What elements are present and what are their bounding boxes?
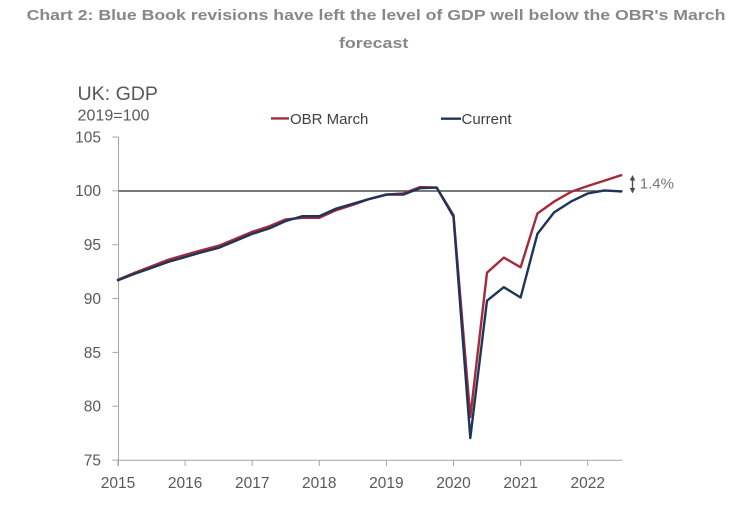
svg-text:2016: 2016 [168,475,202,492]
svg-text:100: 100 [75,183,101,200]
svg-text:Chart 2: Blue Book revisions h: Chart 2: Blue Book revisions have left t… [27,8,726,24]
svg-text:2022: 2022 [570,475,604,492]
svg-text:2015: 2015 [101,475,135,492]
svg-text:OBR March: OBR March [290,111,368,128]
svg-text:2019: 2019 [369,475,403,492]
svg-text:2017: 2017 [235,475,269,492]
svg-text:85: 85 [84,345,101,362]
svg-text:95: 95 [84,237,101,254]
svg-text:1.4%: 1.4% [640,175,674,192]
svg-text:105: 105 [75,129,101,146]
svg-text:forecast: forecast [339,36,409,52]
svg-text:2019=100: 2019=100 [78,107,150,124]
svg-text:Current: Current [462,111,513,128]
svg-text:75: 75 [84,453,101,470]
svg-text:80: 80 [84,399,102,416]
svg-text:UK: GDP: UK: GDP [78,83,159,105]
svg-text:2020: 2020 [436,475,471,492]
svg-text:2021: 2021 [503,475,537,492]
svg-text:2018: 2018 [302,475,336,492]
svg-text:90: 90 [84,291,102,308]
